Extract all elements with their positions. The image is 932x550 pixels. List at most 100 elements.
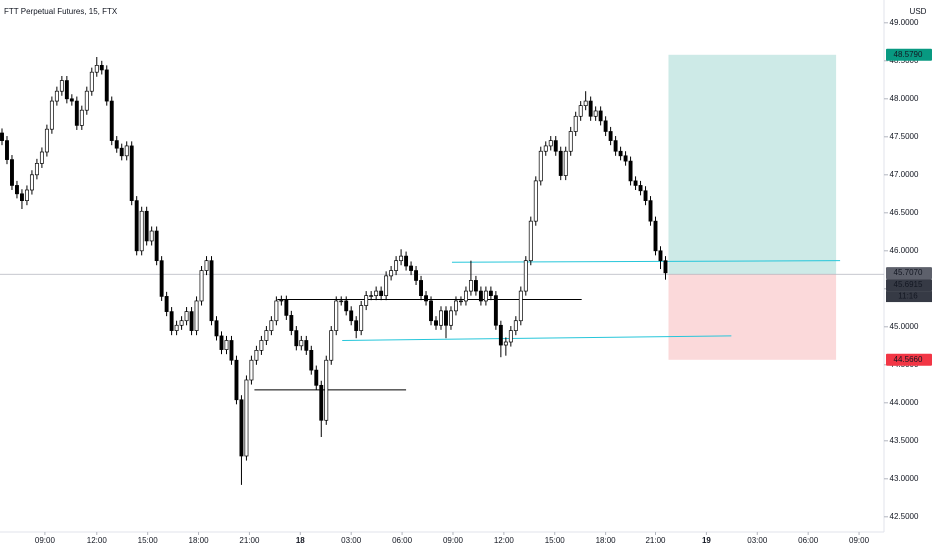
candle-body	[294, 330, 299, 347]
candle-body	[568, 131, 573, 152]
candle-body	[578, 105, 583, 117]
y-tick-label: 47.5000	[890, 132, 919, 141]
x-tick-label: 18:00	[189, 536, 210, 545]
loss-zone	[668, 274, 837, 360]
candle-body	[144, 210, 149, 242]
candle-body	[199, 270, 204, 302]
candle-body	[269, 320, 274, 331]
candle-body	[339, 300, 344, 303]
candle-body	[563, 150, 568, 176]
candle-body	[404, 255, 409, 267]
candle-body	[399, 255, 404, 262]
y-tick-label: 48.0000	[890, 94, 919, 103]
y-tick-label: 43.5000	[890, 436, 919, 445]
price-tag-label: 48.5790	[894, 50, 923, 59]
candle-body	[229, 340, 234, 361]
candle-body	[204, 260, 209, 271]
candle-body	[628, 160, 633, 182]
candle-body	[324, 359, 329, 421]
candle-body	[463, 290, 468, 302]
candle-body	[49, 100, 54, 130]
candle-body	[548, 140, 553, 147]
candle-body	[409, 265, 414, 271]
candle-body	[419, 280, 423, 296]
candle-body	[234, 359, 239, 401]
price-tag	[886, 279, 932, 292]
x-tick-label: 18	[296, 536, 305, 545]
x-tick-label: 03:00	[747, 536, 768, 545]
y-tick-label: 42.5000	[890, 512, 919, 521]
y-tick-label: 49.0000	[890, 18, 919, 27]
candle-body	[583, 100, 588, 106]
candle-body	[254, 350, 259, 361]
candle-body	[274, 300, 279, 322]
candle-body	[648, 200, 653, 222]
x-tick-label: 19	[702, 536, 711, 545]
candle-body	[219, 335, 224, 350]
candle-body	[543, 145, 548, 152]
candle-body	[503, 341, 508, 346]
candle-body	[264, 330, 269, 341]
candle-body	[483, 290, 488, 302]
candle-body	[109, 100, 114, 141]
candle-body	[79, 109, 84, 126]
candle-body	[593, 110, 598, 117]
candle-body	[124, 145, 129, 157]
candle-body	[184, 311, 189, 322]
candle-body	[379, 290, 384, 296]
candle-body	[473, 280, 478, 292]
candle-body	[299, 340, 304, 347]
candle-body	[20, 193, 24, 201]
candle-body	[39, 151, 44, 164]
candle-body	[10, 159, 14, 186]
y-tick-label: 47.0000	[890, 170, 919, 179]
x-tick-label: 21:00	[645, 536, 666, 545]
price-tag-label: 44.5660	[894, 355, 923, 364]
candle-body	[304, 340, 309, 351]
candle-body	[354, 320, 359, 331]
candle-body	[643, 190, 648, 201]
candle-body	[573, 115, 578, 132]
x-tick-label: 09:00	[443, 536, 464, 545]
x-tick-label: 06:00	[798, 536, 819, 545]
candle-body	[508, 330, 513, 343]
candle-body	[134, 200, 139, 252]
candle-body	[314, 369, 319, 386]
candle-body	[15, 185, 19, 195]
candle-body	[478, 290, 483, 302]
y-tick-label: 43.0000	[890, 474, 919, 483]
candle-body	[319, 384, 324, 421]
candle-body	[309, 350, 314, 371]
currency-label: USD	[910, 7, 927, 16]
candle-body	[553, 140, 558, 152]
candle-body	[369, 295, 374, 297]
candle-body	[588, 100, 593, 117]
candle-body	[59, 80, 64, 92]
x-tick-label: 18:00	[596, 536, 617, 545]
candle-body	[429, 300, 433, 322]
candle-body	[119, 147, 124, 157]
candle-body	[394, 260, 399, 271]
candle-body	[149, 230, 154, 242]
candle-body	[488, 290, 493, 296]
candle-body	[613, 140, 618, 152]
candle-body	[538, 150, 543, 182]
price-tag-label: 45.7070	[894, 268, 923, 277]
candle-body	[24, 189, 29, 201]
candle-body	[99, 65, 104, 71]
candle-body	[84, 90, 89, 111]
x-tick-label: 12:00	[494, 536, 515, 545]
candle-body	[224, 340, 229, 350]
y-tick-label: 44.0000	[890, 398, 919, 407]
candle-body	[434, 320, 438, 326]
candle-body	[279, 299, 284, 302]
countdown-tag	[886, 291, 932, 303]
candle-body	[5, 140, 9, 160]
candle-body	[638, 185, 643, 192]
candle-body	[344, 300, 349, 312]
candle-body	[179, 320, 184, 326]
candle-body	[498, 324, 503, 346]
candle-body	[164, 296, 169, 312]
candle-body	[54, 90, 59, 102]
x-tick-label: 06:00	[392, 536, 413, 545]
